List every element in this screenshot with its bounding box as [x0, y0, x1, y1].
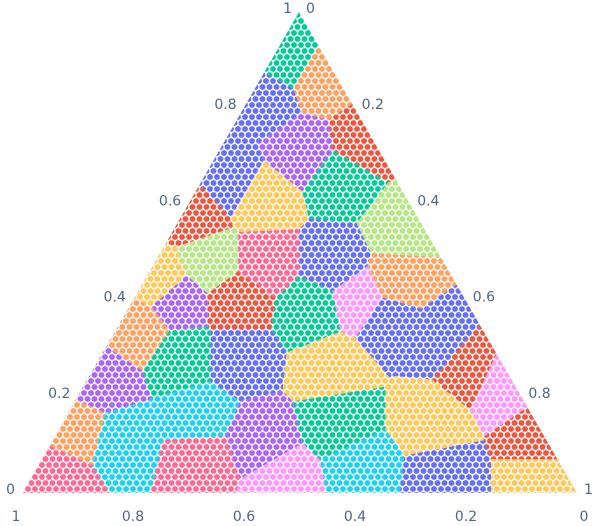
- region: [395, 284, 480, 380]
- b-tick-label: 0: [580, 509, 589, 525]
- region: [225, 390, 303, 480]
- axis-labels: 00.20.40.60.81 00.20.40.60.8100.20.40.60.…: [6, 1, 593, 525]
- regions: [22, 12, 577, 493]
- region: [207, 271, 276, 330]
- region: [264, 12, 319, 89]
- region: [142, 326, 211, 399]
- a-tick-label: 0.8: [214, 97, 236, 113]
- a-tick-label: 0.2: [48, 386, 70, 402]
- region: [399, 440, 491, 493]
- region: [483, 407, 558, 460]
- region: [150, 436, 241, 493]
- b-tick-label: 0.4: [344, 509, 366, 525]
- region: [320, 429, 405, 493]
- region: [292, 386, 386, 460]
- region: [230, 160, 310, 233]
- region: [75, 346, 152, 413]
- region: [92, 399, 163, 493]
- a-tick-label: 0.4: [104, 290, 126, 306]
- region: [299, 218, 372, 292]
- region: [367, 253, 457, 309]
- region: [256, 112, 334, 192]
- region: [230, 72, 302, 144]
- c-tick-label: 0.2: [362, 97, 384, 113]
- region: [236, 443, 327, 493]
- a-tick-label: 0: [6, 482, 15, 498]
- region: [490, 459, 577, 493]
- region: [199, 131, 264, 218]
- b-tick-label: 0.2: [455, 509, 477, 525]
- region: [355, 297, 422, 379]
- region: [356, 179, 441, 257]
- region: [293, 45, 353, 120]
- a-tick-label: 0.6: [159, 193, 181, 209]
- region: [22, 445, 110, 493]
- region: [166, 184, 233, 248]
- region: [328, 103, 396, 183]
- a-tick-label: 1: [283, 1, 292, 17]
- region: [150, 381, 240, 441]
- region: [106, 298, 170, 372]
- c-tick-label: 1: [584, 482, 593, 498]
- region: [432, 324, 497, 410]
- region: [49, 399, 106, 466]
- b-tick-label: 0.6: [233, 509, 255, 525]
- region: [470, 354, 528, 437]
- c-tick-label: 0.4: [417, 193, 439, 209]
- c-tick-label: 0: [306, 1, 315, 17]
- region: [271, 275, 341, 353]
- region: [302, 150, 389, 224]
- region: [238, 229, 300, 299]
- b-tick-label: 1: [12, 509, 21, 525]
- region: [176, 227, 239, 294]
- c-tick-label: 0.6: [473, 290, 495, 306]
- region: [210, 329, 287, 402]
- region: [151, 275, 208, 331]
- region: [385, 376, 485, 456]
- c-tick-label: 0.8: [528, 386, 550, 402]
- region: [332, 266, 384, 338]
- region: [134, 242, 187, 307]
- b-tick-label: 0.8: [122, 509, 144, 525]
- region: [282, 331, 391, 402]
